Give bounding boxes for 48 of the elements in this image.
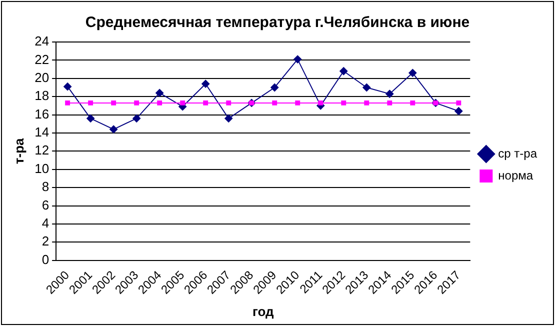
y-tick-label: 14 — [34, 124, 50, 140]
point — [341, 100, 346, 106]
point — [272, 100, 278, 106]
point — [408, 68, 417, 77]
x-axis-title: год — [252, 304, 274, 319]
point — [110, 125, 118, 134]
y-axis-title: т-ра — [11, 137, 26, 164]
y-tick-label: 4 — [42, 216, 50, 231]
point — [132, 114, 141, 122]
point — [156, 88, 164, 97]
point — [111, 100, 116, 106]
point — [454, 107, 463, 116]
point — [203, 100, 208, 106]
point — [456, 100, 462, 106]
point — [340, 67, 348, 76]
point — [362, 83, 371, 92]
legend-label: норма — [498, 168, 534, 182]
point — [64, 82, 72, 91]
point — [157, 100, 162, 106]
point — [364, 100, 370, 106]
y-tick-label: 20 — [34, 70, 50, 85]
point — [88, 100, 94, 106]
point — [180, 100, 186, 106]
point — [270, 83, 279, 92]
point — [318, 100, 324, 106]
y-tick-label: 2 — [42, 234, 50, 249]
y-tick-label: 18 — [34, 88, 50, 104]
point — [86, 114, 95, 122]
y-tick-label: 16 — [34, 106, 50, 122]
point — [294, 55, 302, 64]
point — [387, 100, 392, 106]
y-tick-label: 6 — [42, 197, 50, 212]
point — [226, 100, 232, 106]
y-tick-label: 22 — [34, 52, 50, 67]
y-tick-label: 12 — [34, 142, 50, 158]
point — [134, 100, 140, 106]
point — [295, 100, 300, 106]
y-tick-label: 8 — [42, 179, 50, 194]
point — [410, 100, 416, 106]
y-tick-label: 0 — [42, 252, 50, 267]
legend-label: ср т-ра — [498, 146, 538, 160]
point — [386, 90, 394, 98]
y-tick-label: 24 — [34, 34, 50, 49]
chart-title: Среднемесячная температура г.Челябинска в июне — [85, 14, 470, 32]
point — [202, 80, 210, 88]
point — [65, 100, 70, 106]
y-tick-label: 10 — [34, 160, 50, 176]
point — [224, 114, 233, 122]
